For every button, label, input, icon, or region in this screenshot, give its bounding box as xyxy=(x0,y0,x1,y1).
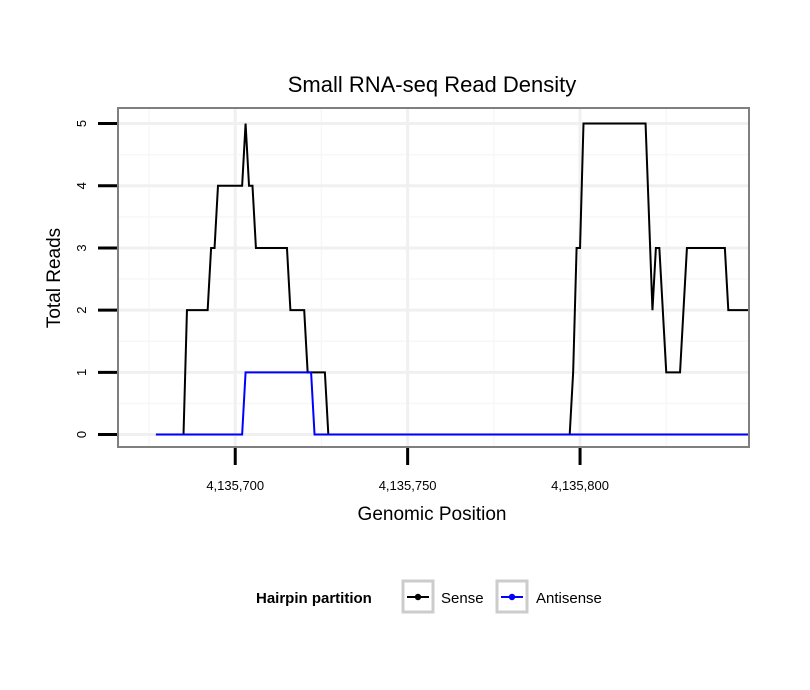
legend-item-sense: Sense xyxy=(401,579,484,614)
x-tick-label: 4,135,750 xyxy=(379,478,437,493)
x-axis: 4,135,700 4,135,750 4,135,800 xyxy=(206,448,609,493)
legend-marker-sense xyxy=(414,593,422,601)
y-tick-label: 4 xyxy=(74,182,89,189)
y-tick-label: 3 xyxy=(74,244,89,251)
chart-title: Small RNA-seq Read Density xyxy=(288,72,577,97)
y-tick-label: 5 xyxy=(74,120,89,127)
series-line-sense xyxy=(155,122,749,436)
x-tick-label: 4,135,800 xyxy=(551,478,609,493)
minor-gridlines xyxy=(118,108,749,447)
legend-item-antisense: Antisense xyxy=(495,579,602,614)
legend-label-sense: Sense xyxy=(441,590,484,607)
plot-panel-border xyxy=(117,107,750,448)
series-layer xyxy=(155,122,749,436)
legend: Hairpin partition Sense Antisense xyxy=(256,579,602,614)
y-tick-label: 0 xyxy=(74,431,89,438)
y-axis-title: Total Reads xyxy=(44,228,65,328)
y-axis: 0 1 2 3 4 5 xyxy=(74,120,117,438)
x-axis-title: Genomic Position xyxy=(358,504,507,525)
legend-label-antisense: Antisense xyxy=(536,590,602,607)
series-line-antisense xyxy=(155,371,749,436)
legend-title: Hairpin partition xyxy=(256,590,372,607)
y-tick-label: 2 xyxy=(74,307,89,314)
legend-marker-antisense xyxy=(508,593,516,601)
x-tick-label: 4,135,700 xyxy=(206,478,264,493)
y-tick-label: 1 xyxy=(74,369,89,376)
